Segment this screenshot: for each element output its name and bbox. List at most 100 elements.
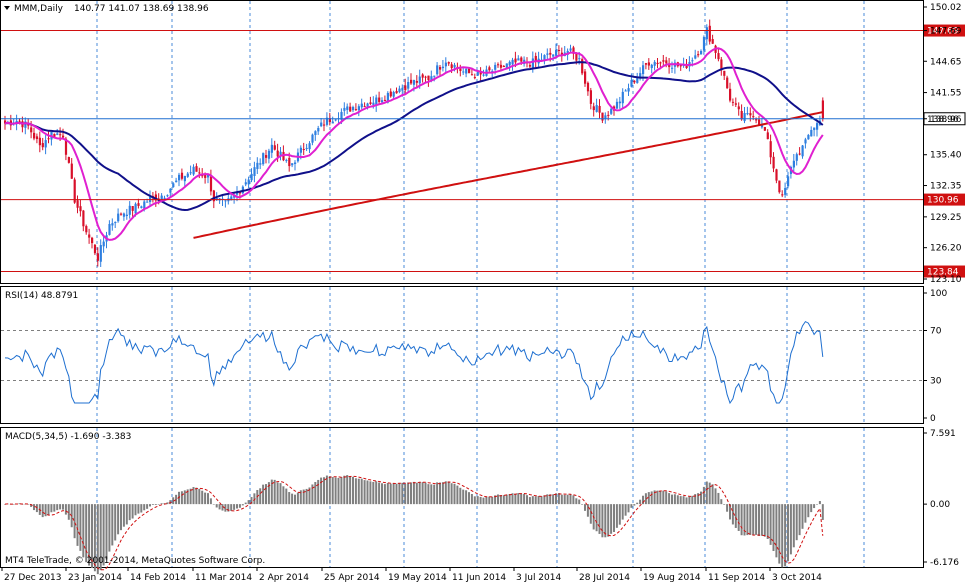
macd-bar: [151, 504, 154, 505]
macd-bar: [523, 493, 526, 505]
time-tick-label: 28 Jul 2014: [579, 573, 630, 583]
price-level-value: 147.69: [927, 27, 959, 37]
macd-bar: [772, 504, 775, 551]
candle-body: [392, 91, 395, 97]
macd-bar: [737, 504, 740, 531]
macd-bar: [584, 504, 586, 511]
candle-body: [410, 79, 413, 84]
macd-bar: [520, 493, 523, 505]
current-price-value: 138.96: [927, 115, 959, 125]
ohlc-label: 140.77 141.07 138.69 138.96: [74, 4, 209, 14]
rsi-grid: [1, 330, 923, 381]
macd-bar: [789, 504, 792, 555]
candle-body: [650, 64, 653, 69]
macd-bar: [729, 504, 731, 520]
macd-bar: [436, 482, 439, 505]
copyright-label: MT4 TeleTrade, © 2001-2014, MetaQuotes S…: [5, 556, 265, 566]
candle-body: [491, 70, 494, 72]
macd-bar: [331, 477, 334, 505]
macd-bar: [557, 493, 560, 505]
candle-body: [502, 66, 505, 68]
macd-bar: [346, 475, 349, 505]
candle-body: [369, 102, 372, 104]
macd-bar: [340, 476, 343, 505]
menu-triangle-icon[interactable]: [4, 6, 10, 10]
candle-body: [708, 25, 711, 42]
macd-bar: [711, 484, 714, 505]
macd-bar: [117, 504, 120, 535]
sma-mid-line: [4, 61, 824, 212]
macd-bar: [514, 493, 517, 505]
candle-body: [398, 88, 401, 92]
macd-bar: [209, 498, 212, 505]
candle-body: [653, 61, 656, 66]
macd-bar: [67, 504, 70, 520]
candle-body: [334, 119, 337, 121]
candle-body: [627, 88, 630, 92]
macd-bar: [363, 480, 366, 505]
macd-bar: [62, 504, 64, 510]
time-tick-label: 11 Mar 2014: [195, 573, 252, 583]
candle-body: [288, 157, 291, 167]
macd-bar: [334, 477, 337, 505]
candle-body: [140, 206, 143, 208]
candle-body: [517, 58, 520, 61]
macd-bar: [308, 487, 311, 505]
candle-body: [35, 136, 39, 140]
macd-bar: [679, 496, 682, 505]
macd-bar: [494, 495, 497, 505]
macd-label: MACD(5,34,5) -1.690 -3.383: [5, 432, 131, 442]
candle-body: [433, 75, 436, 77]
candle-body: [256, 162, 259, 169]
macd-bar: [398, 483, 401, 505]
candle-body: [784, 187, 787, 195]
candle-body: [238, 192, 242, 194]
candle-body: [378, 97, 381, 102]
candle-body: [279, 151, 282, 155]
candle-body: [528, 64, 532, 67]
macd-bar: [697, 493, 700, 505]
candle-body: [555, 49, 558, 56]
candle-body: [122, 213, 126, 217]
macd-bar: [731, 504, 734, 525]
macd-bar: [479, 496, 482, 505]
macd-bar: [662, 490, 665, 505]
candle-body: [70, 163, 73, 179]
macd-bar: [125, 504, 128, 525]
rsi-axis: 100 70 30 0: [923, 289, 947, 424]
candle-body: [497, 64, 500, 66]
macd-bar: [386, 482, 389, 505]
time-tick-label: 19 Aug 2014: [643, 573, 701, 583]
macd-bar: [784, 504, 787, 567]
candle-body: [96, 253, 99, 261]
candle-body: [18, 120, 21, 122]
macd-bar: [372, 481, 375, 505]
candle-body: [53, 134, 56, 137]
candle-body: [772, 156, 775, 169]
candle-body: [236, 192, 239, 195]
time-tick-label: 14 Feb 2014: [130, 573, 186, 583]
candle-body: [102, 241, 105, 247]
candle-body: [444, 62, 447, 67]
candle-body: [598, 105, 601, 113]
candle-body: [325, 117, 329, 125]
macd-bar: [250, 497, 253, 505]
candle-body: [702, 36, 706, 51]
macd-bar: [224, 504, 227, 512]
sma-slow-line: [193, 111, 824, 239]
macd-bar: [111, 504, 114, 546]
macd-bar: [383, 484, 386, 505]
time-tick-label: 19 May 2014: [388, 573, 447, 583]
macd-bar: [418, 481, 421, 505]
macd-bar: [160, 503, 163, 505]
macd-bar: [720, 499, 723, 505]
candle-body: [244, 182, 247, 185]
candle-body: [430, 76, 433, 81]
macd-bar: [262, 484, 265, 505]
candle-body: [352, 106, 355, 111]
macd-bar: [64, 504, 67, 515]
candle-body: [671, 67, 674, 69]
macd-tick-label: 0.00: [930, 500, 950, 510]
candle-body: [354, 109, 358, 111]
candle-body: [729, 88, 732, 101]
